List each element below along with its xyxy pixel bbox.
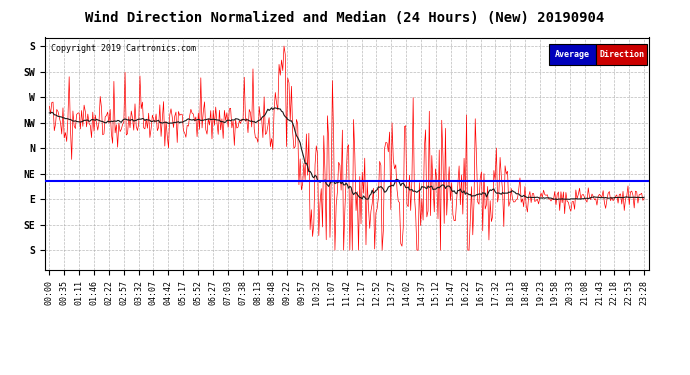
Bar	[596, 45, 647, 65]
Text: Wind Direction Normalized and Median (24 Hours) (New) 20190904: Wind Direction Normalized and Median (24…	[86, 11, 604, 25]
Text: Copyright 2019 Cartronics.com: Copyright 2019 Cartronics.com	[51, 45, 196, 54]
Bar	[549, 45, 596, 65]
Text: Average: Average	[555, 51, 590, 59]
Text: Direction: Direction	[599, 51, 644, 59]
